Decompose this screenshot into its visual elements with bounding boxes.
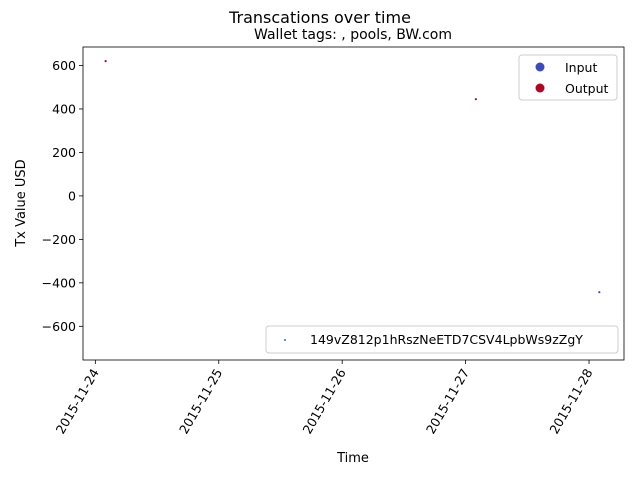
legend-label-output: Output (565, 81, 609, 96)
y-tick-label: 200 (52, 145, 76, 160)
data-points (104, 60, 601, 294)
type-legend: Input Output (518, 54, 618, 101)
legend-marker-output (535, 83, 545, 93)
chart-suptitle: Transcations over time (228, 8, 411, 27)
y-axis-label: Tx Value USD (14, 159, 29, 247)
y-tick-label: −200 (42, 232, 76, 247)
data-point-input (598, 291, 601, 294)
y-tick-label: −600 (42, 319, 76, 334)
data-point-output (474, 98, 477, 101)
y-tick-label: 0 (68, 188, 76, 203)
x-tick-label: 2015-11-25 (176, 366, 225, 436)
x-axis-ticks: 2015-11-24 2015-11-25 2015-11-26 2015-11-27… (53, 360, 596, 436)
y-axis-ticks: 600 400 200 0 −200 −400 −600 (42, 58, 83, 334)
legend-label-series: 149vZ812p1hRszNeETD7CSV4LpbWs9zZgY (310, 332, 583, 347)
legend-marker-input (535, 62, 545, 72)
x-tick-label: 2015-11-24 (53, 366, 102, 436)
x-axis-label: Time (336, 451, 369, 466)
x-tick-label: 2015-11-28 (546, 366, 595, 436)
chart-title: Wallet tags: , pools, BW.com (254, 27, 452, 43)
y-tick-label: 400 (52, 101, 76, 116)
data-point-output (104, 60, 107, 63)
legend-label-input: Input (565, 60, 597, 75)
series-legend: 149vZ812p1hRszNeETD7CSV4LpbWs9zZgY (265, 325, 619, 354)
y-tick-label: −400 (42, 275, 76, 290)
x-tick-label: 2015-11-27 (423, 366, 472, 436)
legend-marker-series (284, 339, 286, 341)
x-tick-label: 2015-11-26 (299, 366, 348, 436)
y-tick-label: 600 (52, 58, 76, 73)
series-legend-box (265, 325, 619, 354)
